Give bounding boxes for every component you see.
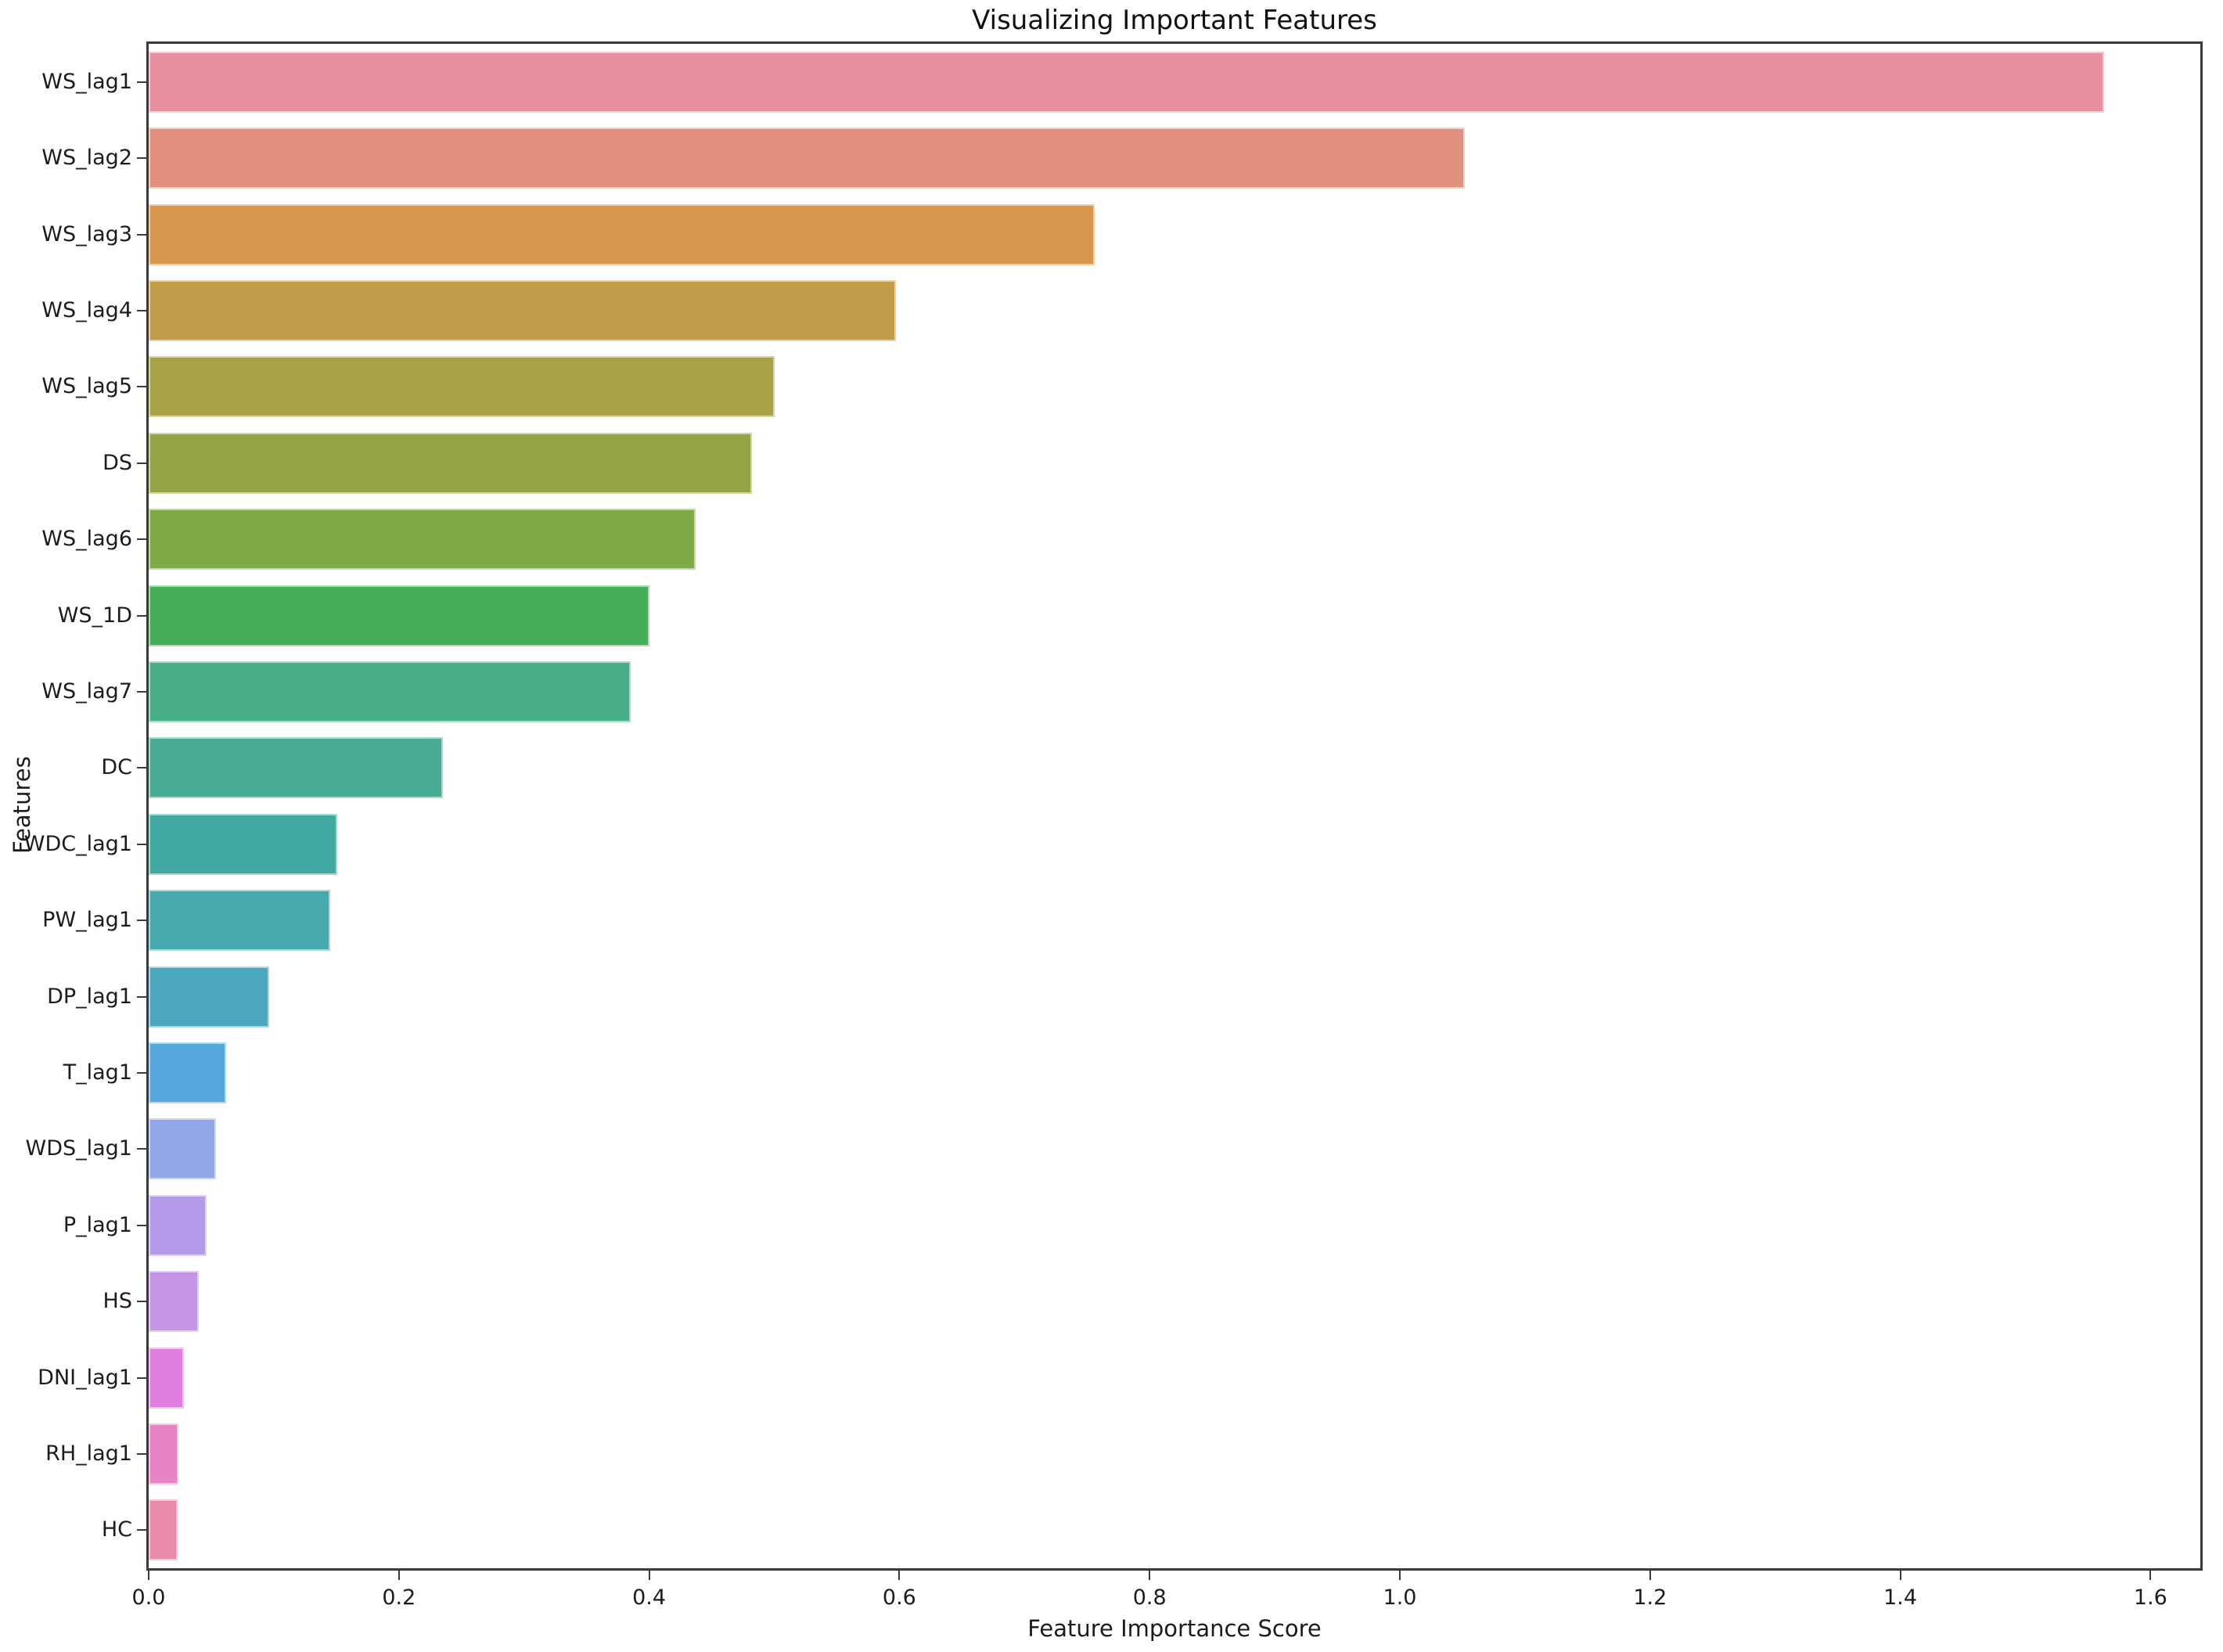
bar-DC — [149, 737, 443, 799]
bar-DP_lag1 — [149, 966, 269, 1028]
x-tick-mark — [648, 1571, 650, 1580]
y-tick-label-RH_lag1: RH_lag1 — [45, 1441, 132, 1466]
x-tick-mark — [2149, 1571, 2152, 1580]
y-tick-mark — [137, 767, 146, 769]
bar-P_lag1 — [149, 1194, 207, 1256]
y-tick-label-WS_1D: WS_1D — [57, 603, 132, 628]
y-tick-mark — [137, 920, 146, 922]
y-tick-label-HS: HS — [103, 1289, 132, 1314]
x-tick-mark — [1899, 1571, 1901, 1580]
bar-PW_lag1 — [149, 890, 330, 952]
y-tick-mark — [137, 81, 146, 83]
x-tick-label-1.2: 1.2 — [1633, 1585, 1667, 1610]
x-tick-label-0.8: 0.8 — [1132, 1585, 1167, 1610]
bar-HC — [149, 1499, 178, 1561]
y-tick-mark — [137, 1529, 146, 1531]
y-tick-label-DS: DS — [103, 450, 132, 475]
bar-WS_lag4 — [149, 279, 896, 341]
x-tick-label-1.4: 1.4 — [1883, 1585, 1918, 1610]
y-tick-label-WS_lag5: WS_lag5 — [41, 374, 132, 399]
plot-area — [146, 41, 2203, 1571]
bar-WS_lag7 — [149, 660, 631, 722]
x-axis-label: Feature Importance Score — [1027, 1615, 1322, 1642]
x-tick-label-0.6: 0.6 — [882, 1585, 916, 1610]
y-tick-mark — [137, 1377, 146, 1379]
bar-WS_lag2 — [149, 128, 1466, 189]
x-tick-label-0.2: 0.2 — [382, 1585, 416, 1610]
bar-WS_lag5 — [149, 356, 775, 418]
y-tick-label-P_lag1: P_lag1 — [63, 1212, 132, 1237]
y-tick-mark — [137, 995, 146, 998]
y-tick-label-DC: DC — [101, 755, 132, 780]
y-tick-label-DNI_lag1: DNI_lag1 — [38, 1365, 132, 1390]
x-tick-mark — [1399, 1571, 1401, 1580]
y-tick-mark — [137, 1148, 146, 1150]
y-tick-mark — [137, 843, 146, 845]
bar-DS — [149, 432, 752, 494]
bar-WS_lag6 — [149, 509, 696, 570]
bar-WS_1D — [149, 585, 649, 646]
x-tick-label-0: 0.0 — [131, 1585, 166, 1610]
y-tick-mark — [137, 1301, 146, 1303]
bar-WS_lag3 — [149, 203, 1095, 265]
y-tick-mark — [137, 233, 146, 236]
bar-T_lag1 — [149, 1042, 227, 1103]
y-tick-label-WS_lag3: WS_lag3 — [41, 221, 132, 247]
y-tick-label-T_lag1: T_lag1 — [63, 1060, 132, 1085]
y-tick-mark — [137, 1452, 146, 1455]
y-tick-label-WS_lag6: WS_lag6 — [41, 527, 132, 552]
y-tick-label-WDC_lag1: WDC_lag1 — [23, 831, 132, 856]
bar-WDC_lag1 — [149, 813, 338, 875]
y-tick-label-WS_lag7: WS_lag7 — [41, 678, 132, 704]
y-tick-label-DP_lag1: DP_lag1 — [47, 984, 132, 1009]
x-tick-mark — [1149, 1571, 1151, 1580]
x-tick-mark — [397, 1571, 400, 1580]
y-tick-mark — [137, 1071, 146, 1074]
x-tick-label-0.4: 0.4 — [632, 1585, 667, 1610]
y-tick-mark — [137, 386, 146, 388]
y-tick-mark — [137, 690, 146, 693]
y-tick-mark — [137, 309, 146, 311]
x-tick-mark — [148, 1571, 149, 1580]
y-tick-label-WS_lag1: WS_lag1 — [41, 69, 132, 94]
bar-DNI_lag1 — [149, 1347, 184, 1409]
bar-RH_lag1 — [149, 1423, 179, 1485]
y-tick-mark — [137, 462, 146, 464]
x-tick-mark — [1649, 1571, 1651, 1580]
x-tick-mark — [898, 1571, 901, 1580]
chart-title: Visualizing Important Features — [972, 5, 1377, 36]
bar-WS_lag1 — [149, 51, 2105, 113]
y-tick-label-WS_lag4: WS_lag4 — [41, 297, 132, 322]
y-tick-label-WDS_lag1: WDS_lag1 — [25, 1136, 133, 1161]
y-tick-mark — [137, 614, 146, 617]
bar-WDS_lag1 — [149, 1118, 217, 1180]
x-tick-label-1: 1.0 — [1383, 1585, 1417, 1610]
y-tick-label-HC: HC — [101, 1517, 132, 1542]
x-tick-label-1.6: 1.6 — [2133, 1585, 2167, 1610]
bar-HS — [149, 1271, 199, 1333]
y-tick-mark — [137, 157, 146, 160]
y-tick-mark — [137, 1224, 146, 1226]
y-tick-label-PW_lag1: PW_lag1 — [42, 908, 132, 933]
y-tick-label-WS_lag2: WS_lag2 — [41, 146, 132, 171]
y-tick-mark — [137, 538, 146, 541]
